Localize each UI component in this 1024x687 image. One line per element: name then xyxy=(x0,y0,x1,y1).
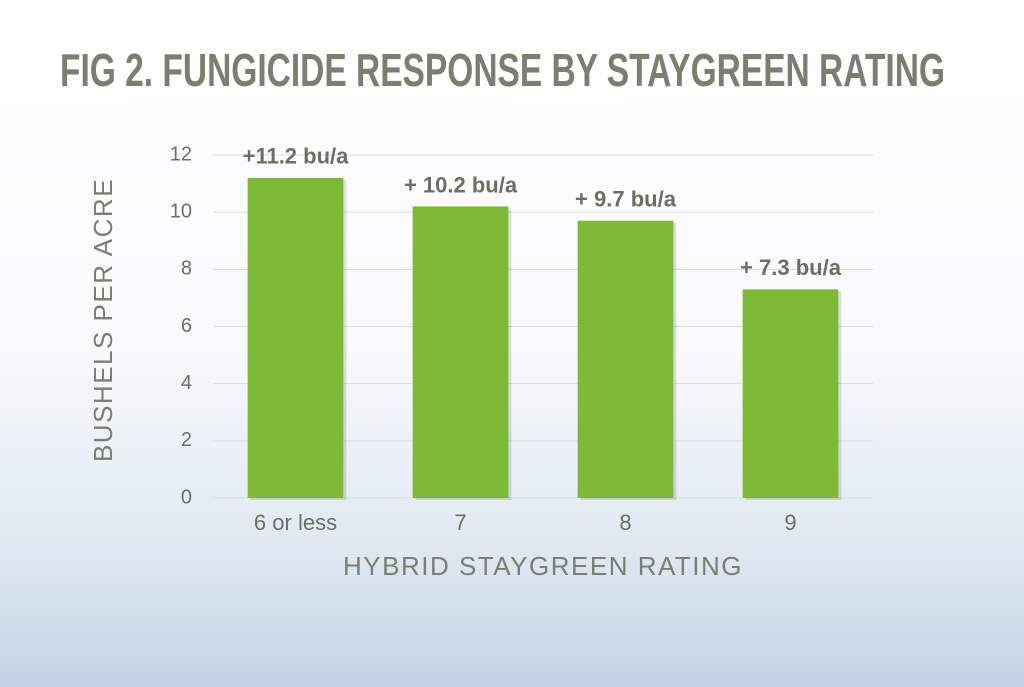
y-tick-label: 0 xyxy=(181,486,192,508)
chart-title: FIG 2. FUNGICIDE RESPONSE BY STAYGREEN R… xyxy=(60,44,945,96)
data-label: + 10.2 bu/a xyxy=(404,172,518,197)
x-axis-label: HYBRID STAYGREEN RATING xyxy=(343,551,743,581)
x-tick-label: 8 xyxy=(619,510,631,535)
y-tick-label: 12 xyxy=(170,143,192,165)
y-tick-label: 8 xyxy=(181,258,192,280)
y-tick-label: 2 xyxy=(181,429,192,451)
data-label: +11.2 bu/a xyxy=(243,144,350,169)
y-axis-label: BUSHELS PER ACRE xyxy=(88,178,118,462)
y-tick-label: 4 xyxy=(181,372,192,394)
x-tick-label: 7 xyxy=(454,510,466,535)
x-tick-label: 6 or less xyxy=(254,510,337,535)
y-tick-label: 10 xyxy=(170,200,192,222)
x-tick-label: 9 xyxy=(784,510,796,535)
bar xyxy=(577,220,674,498)
y-tick-label: 6 xyxy=(181,315,192,337)
bar xyxy=(412,206,509,498)
bar xyxy=(742,289,839,498)
bar xyxy=(247,177,344,498)
data-label: + 9.7 bu/a xyxy=(575,187,677,212)
data-label: + 7.3 bu/a xyxy=(740,255,842,280)
